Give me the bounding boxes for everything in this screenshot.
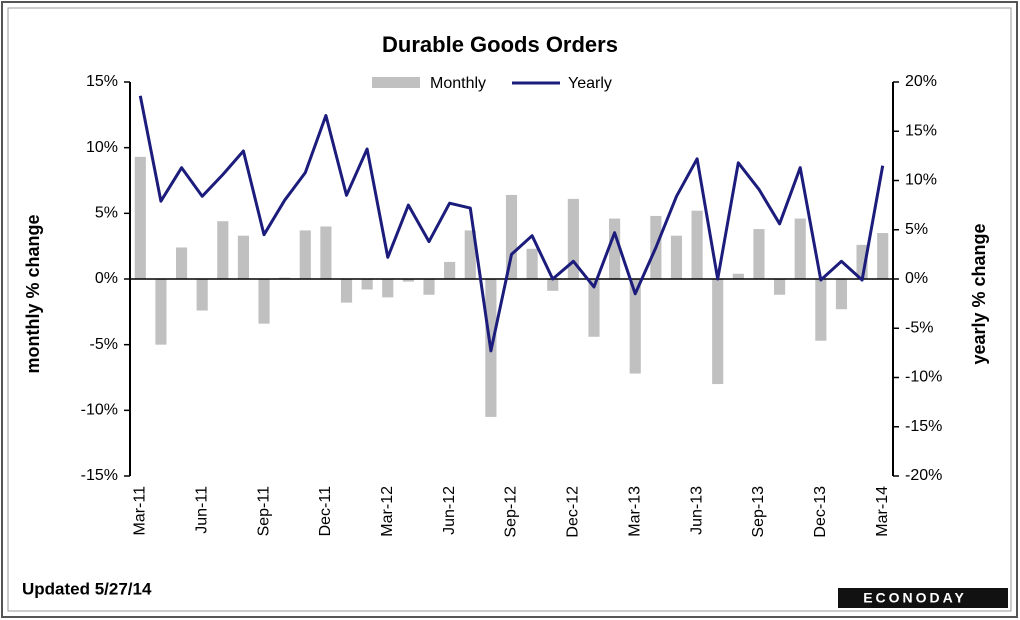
bar (505, 194, 518, 279)
bar (609, 218, 621, 279)
footnote: Updated 5/27/14 (22, 579, 152, 598)
bar (567, 198, 579, 279)
bar (670, 235, 683, 279)
inner-frame (7, 7, 1012, 612)
x-tick-label: Dec-11 (317, 486, 334, 536)
bar (753, 229, 765, 279)
bar (340, 279, 353, 303)
y-tick-label: 5% (95, 205, 118, 222)
logo: ECONODAY (863, 590, 967, 606)
bar (134, 156, 146, 279)
x-tick-label: Mar-11 (132, 486, 149, 536)
y2-tick-label: 20% (905, 73, 937, 90)
y2-tick-label: 5% (905, 221, 928, 238)
y2-tick-label: -15% (905, 418, 942, 435)
bar (547, 279, 559, 291)
x-tick-label: Dec-12 (565, 486, 582, 538)
bar (691, 210, 703, 279)
y2-tick-label: -20% (905, 467, 942, 484)
chart-title: Durable Goods Orders (382, 32, 618, 57)
bar (629, 279, 641, 374)
y-tick-label: -5% (90, 336, 118, 353)
y2-tick-label: -5% (905, 319, 933, 336)
y-tick-label: 10% (86, 139, 118, 156)
bar (320, 226, 332, 279)
x-tick-label: Mar-12 (379, 486, 396, 537)
bar (258, 279, 270, 324)
bar (402, 279, 414, 282)
bar (175, 247, 188, 279)
bar (155, 279, 167, 345)
legend-swatch (372, 77, 420, 88)
y2-tick-label: 0% (905, 270, 928, 287)
y-tick-label: -10% (81, 402, 118, 419)
x-tick-label: Jun-12 (441, 486, 458, 535)
y2-tick-label: 15% (905, 122, 937, 139)
bar (196, 279, 208, 311)
bar (835, 279, 848, 310)
bar (299, 230, 311, 279)
x-tick-label: Mar-14 (874, 486, 891, 537)
bar (856, 244, 868, 279)
x-tick-label: Jun-11 (193, 486, 210, 534)
bar (712, 279, 724, 385)
x-tick-label: Dec-13 (812, 486, 829, 538)
legend-label: Monthly (430, 75, 486, 92)
logo-box (838, 588, 1008, 608)
bar (877, 233, 889, 279)
x-tick-label: Sep-12 (503, 486, 520, 538)
line (138, 95, 885, 353)
y2-tick-label: 10% (905, 172, 937, 189)
bar (237, 235, 249, 279)
x-tick-label: Mar-13 (626, 486, 643, 537)
bar (794, 218, 806, 279)
x-tick-label: Jun-13 (688, 486, 705, 535)
y-tick-label: -15% (81, 467, 118, 484)
bar (774, 279, 786, 295)
x-tick-label: Sep-13 (750, 486, 767, 538)
x-tick-label: Sep-11 (255, 486, 272, 537)
legend-label: Yearly (568, 75, 612, 92)
bar (423, 279, 435, 295)
bar (361, 279, 373, 290)
bar (732, 273, 744, 279)
bar (382, 279, 394, 298)
y2-tick-label: -10% (905, 369, 942, 386)
y2-axis-label: yearly % change (969, 223, 989, 364)
y-tick-label: 0% (95, 270, 118, 287)
bar (526, 248, 538, 279)
bar (464, 230, 476, 279)
bar (588, 279, 600, 337)
bar (444, 261, 456, 279)
bar (217, 221, 229, 279)
bar (815, 279, 827, 341)
y-tick-label: 15% (86, 73, 118, 90)
y-axis-label: monthly % change (23, 214, 43, 373)
